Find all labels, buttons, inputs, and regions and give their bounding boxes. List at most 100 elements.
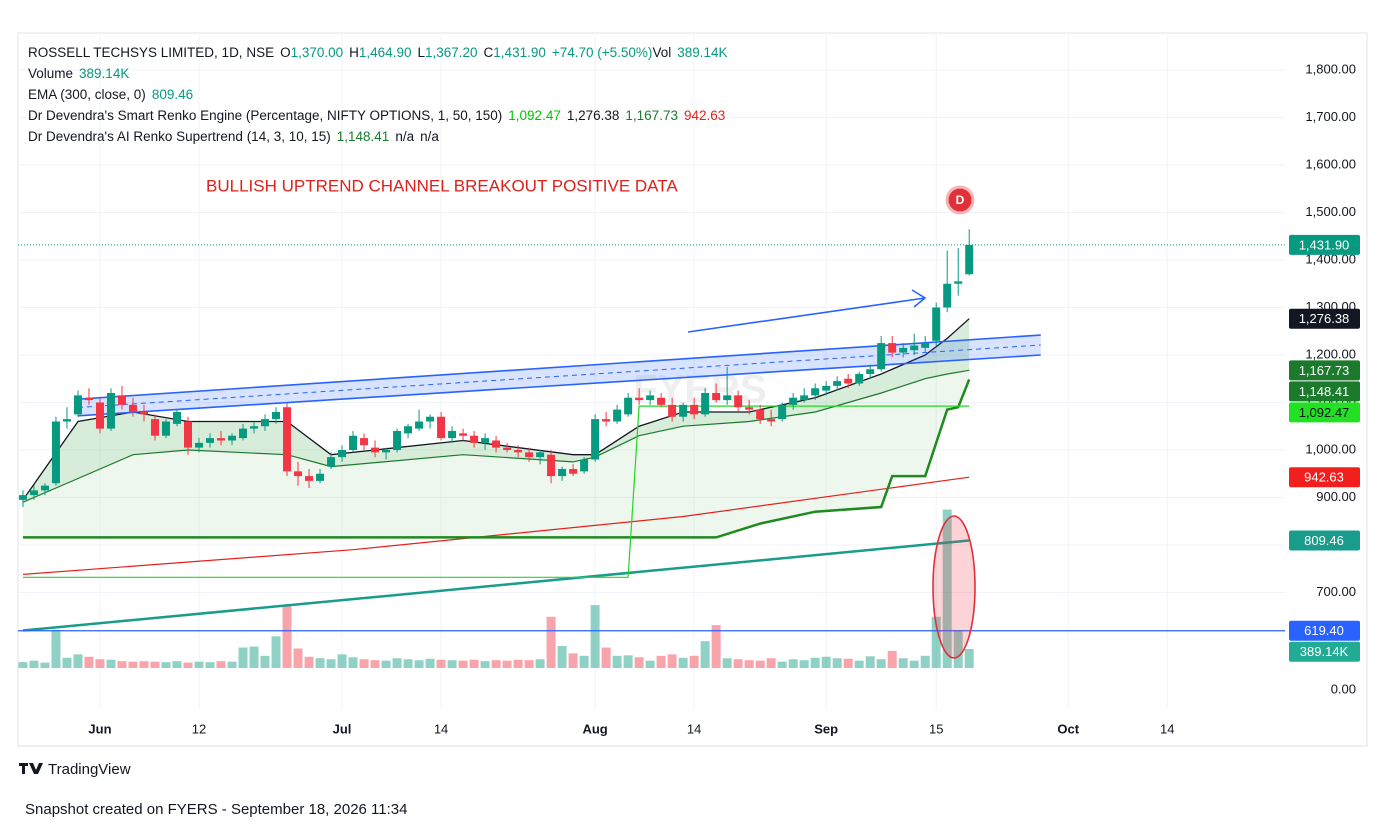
volume-bar [51, 629, 61, 668]
volume-bar [722, 658, 732, 668]
candle-body [932, 307, 941, 341]
candle-body [239, 428, 248, 439]
legend-item: ROSSELL TECHSYS LIMITED, 1D, NSE [28, 45, 274, 60]
x-tick-label: 14 [687, 721, 701, 736]
y-tick-label: 1,400.00 [1305, 251, 1356, 266]
volume-bar [282, 604, 292, 668]
volume-bar [469, 659, 479, 668]
volume-bar [260, 655, 270, 668]
candle-body [866, 369, 875, 374]
candle-body [580, 459, 589, 472]
candle-body [547, 454, 556, 477]
x-tick-label: 14 [1160, 721, 1174, 736]
volume-bar [810, 657, 820, 668]
volume-bar [161, 662, 171, 668]
candle-body [150, 419, 159, 436]
volume-bar [128, 661, 138, 668]
candle-body [382, 449, 391, 453]
candle-body [833, 381, 842, 386]
volume-bar [414, 660, 424, 668]
x-tick-label: Aug [582, 721, 607, 736]
candle-body [591, 419, 600, 460]
x-tick-label: Sep [814, 721, 838, 736]
candle-body [877, 343, 886, 370]
volume-bar [205, 662, 215, 668]
volume-bar [84, 656, 94, 668]
chart-frame [17, 32, 1368, 747]
candle-body [800, 395, 809, 401]
legend-item: 1,370.00 [291, 45, 344, 60]
volume-bar [755, 660, 765, 668]
candle-body [921, 343, 930, 348]
volume-bar [392, 658, 402, 668]
legend-item: 1,464.90 [359, 45, 412, 60]
volume-bar [524, 660, 534, 668]
volume-bar [348, 657, 358, 668]
volume-bar [513, 659, 523, 668]
brand-icon [19, 763, 43, 774]
candle-body [723, 395, 732, 401]
candle-body [635, 397, 644, 401]
volume-bar [139, 661, 149, 668]
volume-bar [733, 659, 743, 668]
volume-bar [898, 658, 908, 668]
candle-body [29, 490, 38, 496]
volume-bar [942, 509, 952, 668]
candle-body [228, 435, 237, 441]
volume-bar [293, 648, 303, 668]
volume-bar [766, 658, 776, 668]
legend-item: +74.70 (+5.50%) [552, 45, 653, 60]
y-tick-label: 1,700.00 [1305, 109, 1356, 124]
candle-body [602, 419, 611, 422]
candle-body [459, 433, 468, 436]
price-tag [1289, 234, 1360, 255]
volume-bar [40, 662, 50, 668]
volume-bar [436, 659, 446, 668]
candle-body [250, 426, 259, 429]
indicator-line [23, 405, 970, 578]
candle-body [492, 440, 501, 448]
volume-bar [403, 659, 413, 668]
candle-body [767, 419, 776, 422]
indicator-line [23, 379, 971, 539]
volume-value-label: 389.14K [1300, 644, 1349, 659]
y-tick-label: 900.00 [1316, 489, 1356, 504]
candle-body [305, 476, 314, 481]
volume-bar [491, 660, 501, 668]
candle-body [139, 411, 148, 415]
candle-body [613, 409, 622, 422]
candle-body [470, 435, 479, 443]
price-tag-label: 1,167.73 [1299, 363, 1350, 378]
candle-body [360, 438, 369, 446]
volume-bar [953, 629, 963, 668]
candle-body [756, 409, 765, 420]
volume-bar [150, 661, 160, 668]
x-tick-label: 12 [192, 721, 206, 736]
volume-bar [73, 654, 83, 668]
candle-body [888, 343, 897, 353]
volume-bar [425, 658, 435, 668]
volume-bar [832, 658, 842, 668]
price-tag-label: 809.46 [1304, 533, 1344, 548]
candle-body [624, 397, 633, 415]
volume-tick-label: 0.00 [1331, 681, 1356, 696]
candle-body [558, 468, 567, 477]
candle-body [349, 435, 358, 450]
candle-body [778, 404, 787, 420]
y-tick-label: 1,600.00 [1305, 156, 1356, 171]
candle-body [954, 281, 963, 284]
legend-item: n/a [420, 129, 439, 144]
y-tick-label: 1,500.00 [1305, 204, 1356, 219]
volume-bar [216, 661, 226, 668]
candle-body [371, 447, 380, 453]
price-tag [1289, 467, 1360, 488]
candle-body [855, 373, 864, 384]
candle-body [745, 407, 754, 410]
channel-fill [77, 335, 1041, 416]
volume-bar [238, 647, 248, 668]
volume-bar [788, 659, 798, 668]
volume-bar [711, 625, 721, 668]
legend-item: C [484, 45, 494, 60]
indicator-line [22, 539, 970, 632]
